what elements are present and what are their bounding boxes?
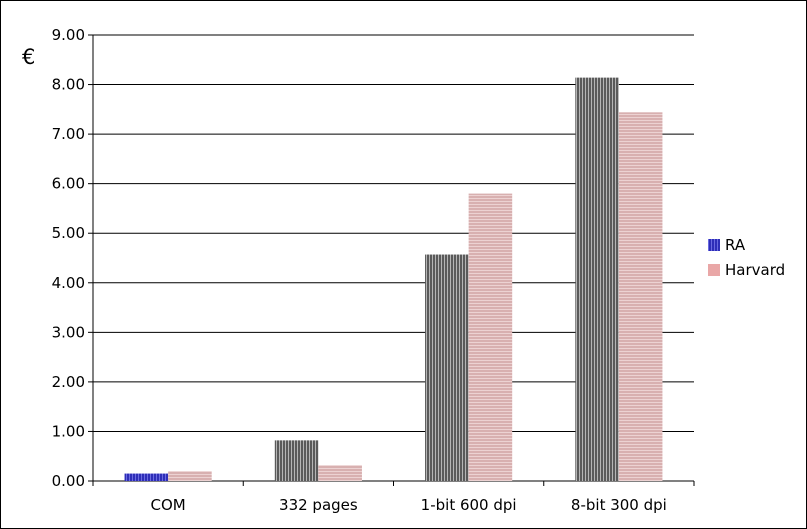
bar-harvard-0 [168,471,212,481]
x-tick-label: 332 pages [279,496,358,514]
bar-ra-1 [274,440,319,481]
bar-harvard-2 [468,193,513,482]
legend-swatch-ra [708,239,720,251]
x-tick-label: COM [151,496,186,514]
y-tick-label: 4.00 [52,274,85,292]
y-tick-label: 7.00 [52,125,85,143]
y-tick-label: 1.00 [52,422,85,440]
y-tick-label: 5.00 [52,224,85,242]
legend-swatch-harvard [708,264,720,276]
legend-label-harvard: Harvard [725,261,785,279]
x-tick-label: 1-bit 600 dpi [421,496,517,514]
y-tick-label: 6.00 [52,175,85,193]
y-tick-label: 8.00 [52,76,85,94]
x-tick-labels: COM 332 pages 1-bit 600 dpi 8-bit 300 dpi [151,496,667,514]
bars [124,77,663,482]
bar-harvard-1 [318,465,362,481]
bar-harvard-3 [618,112,663,481]
bar-ra-0 [124,473,169,481]
bar-ra-3 [575,77,619,482]
y-tick-label: 3.00 [52,323,85,341]
bar-ra-2 [425,254,469,481]
legend-label-ra: RA [725,236,746,254]
y-tick-label: 9.00 [52,26,85,44]
y-tick-labels: 0.00 1.00 2.00 3.00 4.00 5.00 6.00 7.00 8.00 9.00 [52,26,85,490]
x-tick-label: 8-bit 300 dpi [571,496,667,514]
y-tick-label: 2.00 [52,373,85,391]
y-unit-label: € [22,45,35,69]
y-tick-label: 0.00 [52,472,85,490]
legend: RA Harvard [708,236,785,279]
